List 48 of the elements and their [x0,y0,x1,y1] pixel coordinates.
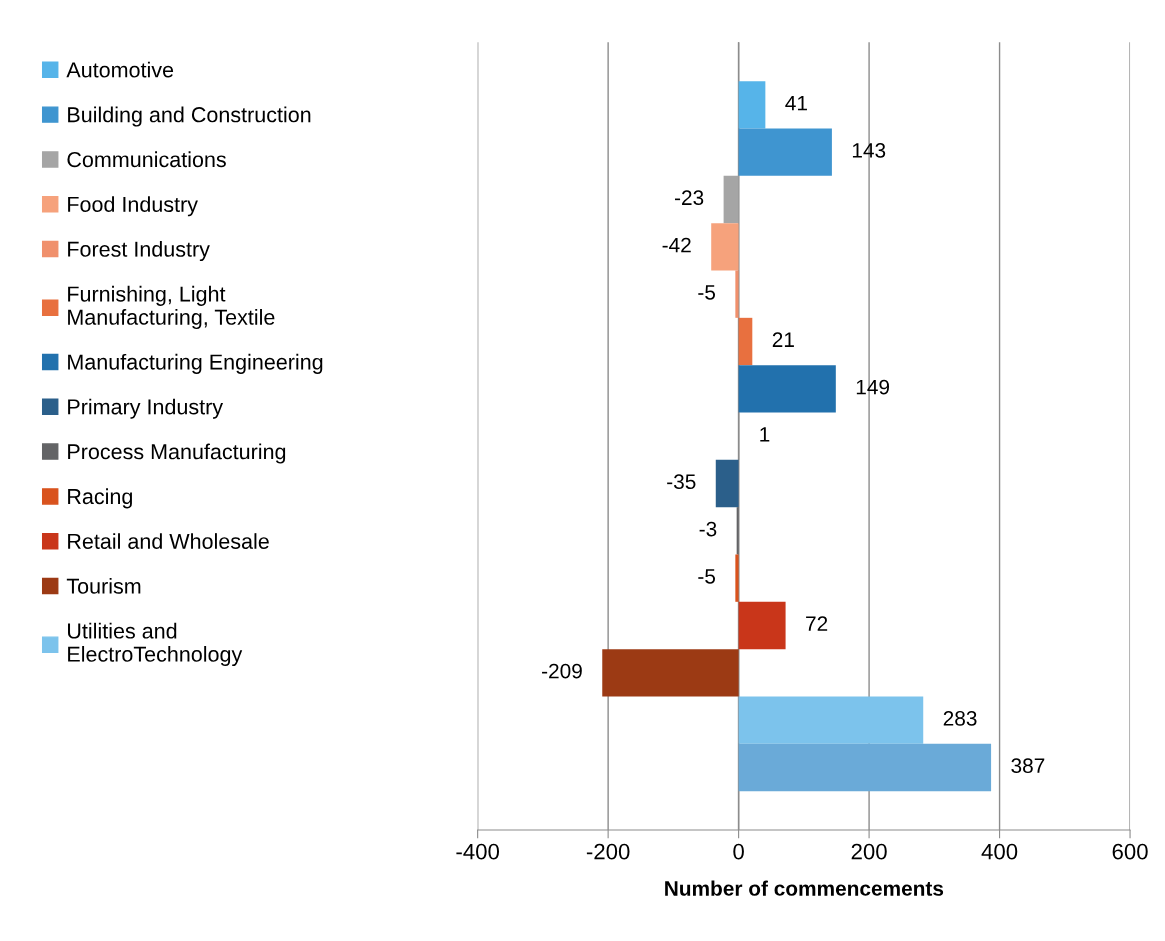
legend-label: Furnishing, Light Manufacturing, Textile [68,285,275,330]
x-tick-label: 400 [981,843,1018,860]
data-label: -3 [699,521,717,537]
legend-label: Automotive [66,61,174,78]
bar [738,317,753,366]
legend-label: Manufacturing Engineering [68,353,323,374]
bar [723,175,739,224]
bar [711,223,739,271]
data-label: -5 [698,285,716,300]
bar [735,554,739,602]
bar [738,365,836,413]
bar [738,128,832,176]
x-tick-label: 200 [851,843,887,860]
data-label: -23 [674,190,704,206]
legend-label: Primary Industry [68,398,224,419]
x-axis-title: Number of commencements [665,880,944,896]
legend-label: Tourism [66,577,141,594]
data-label: 387 [1011,758,1045,774]
data-label: 149 [856,379,890,395]
x-tick-label: -400 [456,843,500,860]
data-label: 72 [806,616,828,631]
legend-label: Retail and Wholesale [68,533,269,549]
data-label: -35 [667,474,696,490]
data-label: -209 [542,663,582,679]
legend-label: Utilities and ElectroTechnology [68,622,243,667]
bar [738,601,786,650]
data-label: 41 [785,95,807,111]
bar [735,270,739,318]
data-label: -42 [662,237,691,253]
data-label: 1 [760,427,770,442]
bar [738,81,766,129]
legend-label: Building and Construction [68,106,311,127]
x-tick-label: 0 [733,843,744,860]
legend-label: Food Industry [68,196,198,217]
bar [738,743,992,792]
data-label: 21 [772,332,794,347]
legend-label: Racing [68,488,132,509]
data-label: 143 [852,143,886,158]
data-label: -5 [698,569,716,584]
legend-label: Process Manufacturing [68,443,286,464]
bar [715,459,739,508]
legend-label: Communications [67,151,226,168]
x-tick-label: 600 [1112,843,1148,860]
bar [738,696,924,744]
x-tick-label: -200 [586,843,630,860]
data-label: 283 [943,710,977,726]
legend-label: Forest Industry [68,241,210,262]
bar [602,649,739,697]
